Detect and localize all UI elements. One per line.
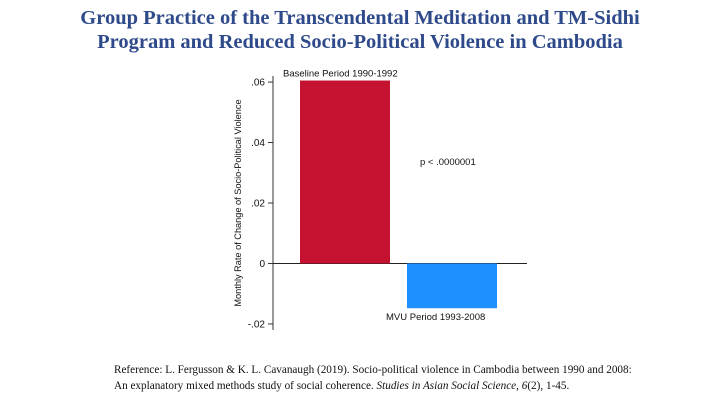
y-tick-label: -.02 <box>248 319 266 330</box>
reference-article: An explanatory mixed methods study of so… <box>114 380 377 392</box>
y-tick-label: .06 <box>251 78 265 89</box>
y-tick-label: .04 <box>251 138 265 149</box>
y-axis-title: Monthly Rate of Change of Socio-Politica… <box>233 99 243 306</box>
p-value-annotation: p < .0000001 <box>420 157 476 168</box>
reference-line-2: An explanatory mixed methods study of so… <box>114 378 632 394</box>
y-tick-label: .02 <box>251 199 265 210</box>
title-line-2: Program and Reduced Socio-Political Viol… <box>97 31 623 53</box>
title-line-1: Group Practice of the Transcendental Med… <box>80 7 640 29</box>
reference-line-1: Reference: L. Fergusson & K. L. Cavanaug… <box>114 364 632 376</box>
reference-issue: (2), 1-45. <box>527 380 570 392</box>
y-tick-label: 0 <box>259 259 265 270</box>
bar-label-1: Baseline Period 1990-1992 <box>283 69 398 80</box>
slide-title: Group Practice of the Transcendental Med… <box>0 6 720 54</box>
bar-label-2: MVU Period 1993-2008 <box>386 312 485 323</box>
reference-journal: Studies in Asian Social Science, 6 <box>376 380 528 392</box>
bar-1 <box>300 80 390 264</box>
plot-area: -.02 0 .02 .04 .06 Monthly Rate of Change of … <box>233 69 527 330</box>
bar-2 <box>407 263 497 309</box>
reference-note: Reference: L. Fergusson & K. L. Cavanaug… <box>114 362 632 394</box>
